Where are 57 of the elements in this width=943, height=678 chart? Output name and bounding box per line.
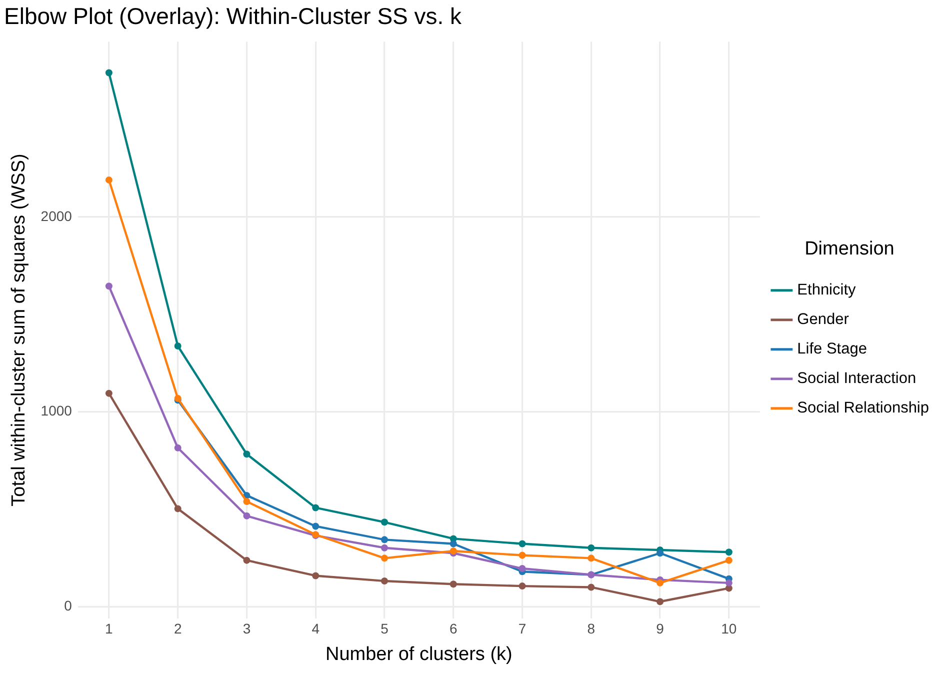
point xyxy=(518,552,526,559)
point xyxy=(588,584,595,591)
x-tick-label: 2 xyxy=(174,620,182,637)
legend-label: Gender xyxy=(797,311,849,328)
point xyxy=(725,579,732,586)
point xyxy=(450,580,457,588)
point xyxy=(725,556,732,564)
point xyxy=(312,504,320,512)
point xyxy=(725,548,732,556)
point xyxy=(380,536,388,544)
point xyxy=(174,505,182,512)
point xyxy=(380,544,388,552)
legend-label: Life Stage xyxy=(797,340,867,358)
x-tick-label: 7 xyxy=(518,620,526,637)
point xyxy=(105,176,112,184)
point xyxy=(105,282,112,290)
x-tick-label: 3 xyxy=(242,620,251,637)
chart-title: Elbow Plot (Overlay): Within-Cluster SS vs. k xyxy=(4,3,462,30)
legend-label: Social Relationship xyxy=(797,400,929,417)
x-tick-label: 8 xyxy=(587,620,596,637)
point xyxy=(105,390,112,397)
y-tick-label: 2000 xyxy=(40,208,72,224)
point xyxy=(174,444,182,452)
y-axis-title: Total within-cluster sum of squares (WSS) xyxy=(8,154,30,506)
point xyxy=(518,540,526,548)
point xyxy=(174,342,182,350)
x-tick-label: 1 xyxy=(105,620,114,637)
point xyxy=(518,582,526,590)
point xyxy=(518,565,526,572)
x-axis-title: Number of clusters (k) xyxy=(325,644,512,665)
legend-title: Dimension xyxy=(804,238,894,260)
point xyxy=(656,579,664,586)
legend-label: Social Interaction xyxy=(797,370,916,388)
x-tick-label: 5 xyxy=(380,620,389,637)
point xyxy=(312,572,320,580)
y-tick-label: 1000 xyxy=(40,402,72,419)
x-tick-label: 4 xyxy=(312,620,320,637)
point xyxy=(656,550,664,557)
point xyxy=(450,540,457,548)
x-tick-label: 9 xyxy=(656,620,664,637)
point xyxy=(588,554,595,562)
x-tick-label: 6 xyxy=(449,620,458,637)
point xyxy=(450,547,457,554)
point xyxy=(243,512,250,520)
point xyxy=(380,577,388,584)
point xyxy=(656,598,664,606)
point xyxy=(380,518,388,526)
legend-label: Ethnicity xyxy=(797,282,856,299)
point xyxy=(105,69,112,76)
y-tick-label: 0 xyxy=(64,598,72,614)
point xyxy=(243,450,250,458)
point xyxy=(312,522,320,530)
point xyxy=(243,498,250,505)
x-tick-label: 10 xyxy=(721,620,737,637)
point xyxy=(243,556,250,564)
point xyxy=(380,554,388,562)
point xyxy=(588,544,595,552)
